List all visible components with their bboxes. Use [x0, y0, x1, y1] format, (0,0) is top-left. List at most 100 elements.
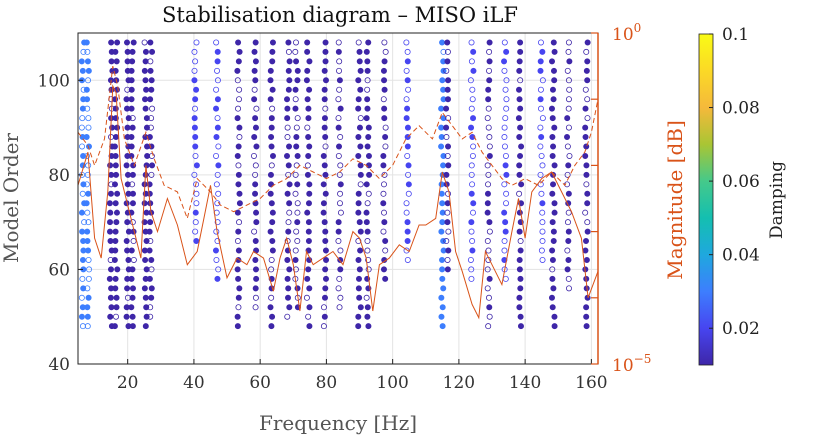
pole-marker — [234, 323, 241, 330]
pole-marker — [107, 313, 114, 320]
pole-marker — [405, 162, 412, 169]
pole-marker — [502, 152, 509, 159]
pole-marker — [321, 294, 328, 301]
pole-marker — [269, 105, 276, 112]
pole-marker — [584, 115, 591, 122]
pole-marker — [128, 86, 135, 93]
pole-marker — [364, 96, 371, 103]
pole-marker — [306, 304, 313, 311]
pole-marker — [129, 294, 136, 301]
pole-marker — [85, 190, 92, 197]
colorbar-tick-label: 0.02 — [722, 319, 760, 339]
pole-marker — [380, 162, 387, 169]
pole-marker — [439, 209, 446, 216]
pole-marker — [355, 105, 362, 112]
pole-marker — [112, 285, 119, 292]
pole-marker — [79, 190, 86, 197]
pole-marker — [304, 96, 311, 103]
pole-marker — [517, 152, 524, 159]
pole-marker — [503, 171, 510, 178]
pole-marker — [269, 86, 276, 93]
pole-marker — [549, 152, 556, 159]
pole-marker — [84, 209, 91, 216]
pole-marker — [234, 313, 241, 320]
pole-marker — [148, 115, 155, 122]
pole-marker — [234, 152, 241, 159]
pole-marker — [440, 162, 447, 169]
pole-marker — [294, 77, 301, 84]
pole-marker — [517, 105, 524, 112]
pole-marker — [321, 313, 328, 320]
pole-marker — [252, 190, 259, 197]
pole-marker — [193, 181, 200, 188]
pole-marker — [285, 219, 292, 226]
pole-marker — [252, 238, 259, 245]
pole-marker — [305, 105, 312, 112]
pole-marker — [403, 96, 410, 103]
pole-marker — [336, 275, 343, 282]
pole-marker — [356, 219, 363, 226]
pole-marker — [484, 162, 491, 169]
pole-marker — [582, 134, 589, 141]
pole-marker — [382, 238, 389, 245]
pole-marker — [293, 58, 300, 65]
pole-marker — [439, 77, 446, 84]
pole-marker — [380, 181, 387, 188]
pole-marker — [539, 228, 546, 235]
pole-marker — [234, 238, 241, 245]
pole-marker — [304, 124, 311, 131]
x-tick-label: 80 — [316, 373, 338, 393]
pole-marker — [148, 152, 155, 159]
pole-marker — [79, 115, 86, 122]
pole-marker — [565, 256, 572, 263]
pole-marker — [583, 162, 590, 169]
pole-marker — [404, 124, 411, 131]
pole-marker — [83, 39, 90, 46]
pole-marker — [502, 162, 509, 169]
pole-marker — [304, 171, 311, 178]
pole-marker — [267, 171, 274, 178]
y-tick-label: 60 — [48, 260, 70, 280]
pole-marker — [320, 152, 327, 159]
pole-marker — [142, 105, 149, 112]
pole-marker — [269, 219, 276, 226]
pole-marker — [147, 313, 154, 320]
pole-marker — [79, 228, 86, 235]
pole-marker — [355, 39, 362, 46]
pole-marker — [517, 238, 524, 245]
pole-marker — [503, 96, 510, 103]
pole-marker — [516, 190, 523, 197]
pole-marker — [267, 67, 274, 74]
pole-marker — [129, 48, 136, 55]
pole-marker — [285, 294, 292, 301]
pole-marker — [549, 256, 556, 263]
pole-marker — [404, 228, 411, 235]
pole-marker — [147, 67, 154, 74]
pole-marker — [323, 256, 330, 263]
pole-marker — [235, 275, 242, 282]
pole-marker — [85, 115, 92, 122]
pole-marker — [113, 304, 120, 311]
pole-marker — [322, 275, 329, 282]
pole-marker — [141, 39, 148, 46]
pole-marker — [106, 275, 113, 282]
pole-marker — [149, 105, 156, 112]
pole-marker — [468, 124, 475, 131]
pole-marker — [321, 115, 328, 122]
pole-marker — [468, 162, 475, 169]
pole-marker — [539, 162, 546, 169]
pole-marker — [438, 190, 445, 197]
pole-marker — [364, 67, 371, 74]
pole-marker — [486, 134, 493, 141]
pole-marker — [517, 313, 524, 320]
pole-marker — [268, 266, 275, 273]
pole-marker — [336, 143, 343, 150]
pole-marker — [252, 124, 259, 131]
pole-marker — [125, 115, 132, 122]
pole-marker — [337, 209, 344, 216]
pole-marker — [235, 162, 242, 169]
pole-marker — [235, 247, 242, 254]
pole-marker — [294, 115, 301, 122]
pole-marker — [357, 86, 364, 93]
pole-marker — [322, 105, 329, 112]
